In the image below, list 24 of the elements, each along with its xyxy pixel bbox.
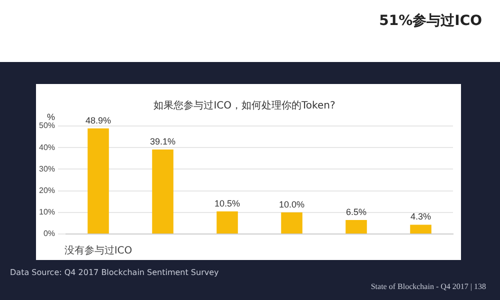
y-tick-label: 20%	[38, 186, 56, 196]
chart-title: 如果您参与过ICO，如何处理你的Token?	[154, 100, 336, 112]
bar	[410, 224, 432, 234]
y-tick-label: 10%	[38, 208, 56, 217]
y-tick-label: 50%	[38, 121, 56, 130]
data-label: 39.1%	[150, 136, 176, 147]
bar	[281, 212, 302, 234]
bar	[216, 211, 238, 234]
source-note: Data Source: Q4 2017 Blockchain Sentiment Survey	[10, 268, 219, 277]
data-label: 10.0%	[278, 199, 305, 210]
y-tick-label: 0%	[43, 229, 56, 238]
data-label: 4.3%	[410, 212, 432, 222]
text: State of Blockchain - Q4 2017 | 138	[370, 282, 486, 291]
text: 51%参与过ICO	[379, 12, 482, 30]
y-axis-title: %	[47, 112, 56, 122]
data-label: 48.9%	[85, 115, 112, 126]
bar	[88, 128, 109, 234]
y-tick-label: 30%	[38, 164, 56, 174]
bar	[346, 220, 367, 234]
x-tick-label: 没有参与过ICO	[64, 244, 132, 257]
y-tick-label: 40%	[38, 142, 56, 152]
bar	[152, 150, 174, 234]
data-label: 10.5%	[214, 198, 240, 208]
data-label: 6.5%	[346, 206, 367, 217]
